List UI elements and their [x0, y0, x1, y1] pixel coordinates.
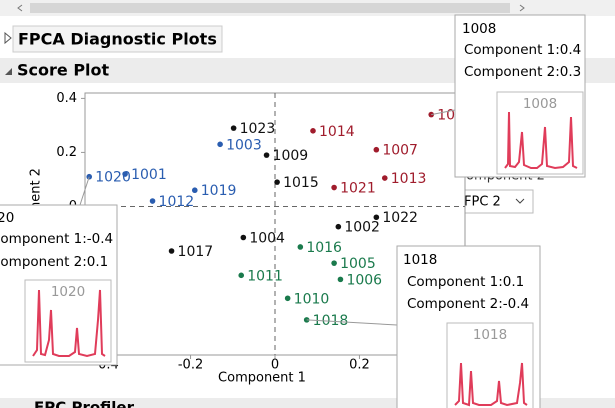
thumbnail: 1018 [446, 322, 534, 408]
point-label: 1012 [159, 194, 195, 210]
point [373, 146, 380, 153]
point [191, 187, 198, 194]
dropdown-arrow[interactable] [515, 198, 525, 204]
point-label: 1009 [273, 148, 309, 164]
point-label: 1020 [95, 170, 131, 186]
point [168, 248, 175, 254]
score-plot: Component 1 Component 2 -0.4-0.200.20.4-… [29, 91, 473, 386]
subheader-title[interactable]: Score Plot [17, 61, 110, 80]
tooltip-line: Component 1:0.1 [407, 274, 524, 290]
scroll-right[interactable] [519, 4, 525, 12]
point [381, 175, 388, 181]
thumb-title: 1008 [523, 96, 557, 112]
thumbnail: 1008 [496, 91, 584, 175]
point [240, 234, 247, 241]
point-label: 1023 [240, 121, 276, 137]
tooltip: 1008 Component 1:0.4 Component 2:0.3 100… [454, 14, 586, 178]
point [297, 244, 304, 250]
point-label: 1022 [382, 210, 418, 226]
footer-title[interactable]: FPC Profiler [34, 399, 135, 408]
thumbnail: 1020 [24, 279, 112, 363]
thumb-curves [32, 289, 106, 358]
tooltip: 1020 Component 1:-0.4 Component 2:0.1 10… [0, 204, 118, 366]
point [335, 223, 342, 230]
scroll-thumb[interactable] [30, 3, 510, 13]
footer-bar [0, 398, 615, 408]
point-label: 1005 [340, 256, 376, 272]
point [373, 214, 380, 221]
point-label: 1001 [131, 167, 167, 183]
tooltip-id: 1020 [0, 210, 14, 226]
tooltip-id: 1008 [462, 21, 496, 37]
thumb-title: 1020 [51, 284, 85, 300]
thumb-curves [454, 362, 528, 407]
point-label: 1016 [306, 240, 342, 256]
point [149, 198, 156, 204]
header-box [12, 25, 223, 53]
tooltip-line: Component 2:0.3 [464, 64, 581, 80]
point [331, 260, 337, 266]
point [238, 272, 245, 279]
tooltip-line: Component 1:-0.4 [0, 231, 113, 247]
tooltip-line: Component 2:0.1 [0, 254, 108, 270]
tooltip-line: Component 1:0.4 [464, 42, 581, 58]
thumb-curves [504, 111, 578, 170]
point [263, 152, 270, 158]
point-label: 1007 [382, 143, 418, 159]
x-tick-label: 0.2 [349, 358, 370, 373]
header-title[interactable]: FPCA Diagnostic Plots [18, 30, 217, 49]
tooltip-connector [431, 109, 456, 116]
point [217, 141, 223, 148]
point-label: 1004 [249, 231, 285, 247]
tooltip-id: 1018 [403, 252, 437, 268]
x-axis-title: Component 1 [218, 371, 306, 386]
scroll-left[interactable] [17, 4, 23, 12]
point [122, 171, 128, 177]
point [331, 184, 337, 191]
point [310, 128, 316, 134]
tooltip-connector [306, 319, 398, 326]
point [230, 125, 237, 131]
y-selector-value[interactable]: FPC 2 [464, 195, 501, 210]
point [274, 179, 280, 185]
point-label: 1010 [294, 291, 330, 307]
point-label: 1003 [226, 137, 262, 153]
point-label: 1013 [391, 171, 427, 187]
point-label: 1015 [283, 175, 319, 191]
point-label: 1019 [201, 183, 237, 199]
tooltip: 1018 Component 1:0.1 Component 2:-0.4 10… [396, 245, 541, 408]
x-tick-label: -0.2 [178, 358, 203, 373]
point-label: 1021 [340, 181, 376, 197]
point [337, 276, 344, 283]
x-tick-label: 0 [271, 358, 279, 373]
disclosure-icon[interactable] [4, 31, 12, 45]
y-tick-label: 0.2 [56, 145, 77, 160]
point-label: 1011 [247, 268, 283, 284]
y-tick-label: 0.4 [56, 91, 77, 106]
point-label: 1014 [319, 124, 355, 140]
point [284, 295, 291, 302]
thumb-title: 1018 [473, 327, 507, 343]
tooltip-line: Component 2:-0.4 [407, 296, 529, 312]
point-label: 1002 [344, 220, 380, 236]
tooltip-connector [79, 176, 90, 206]
disclosure-icon[interactable] [5, 68, 12, 75]
point-label: 1006 [346, 272, 382, 288]
point-label: 1017 [178, 244, 214, 260]
